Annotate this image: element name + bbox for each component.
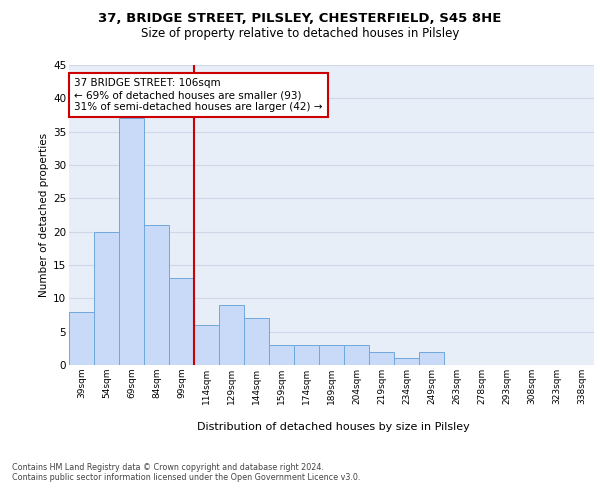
Bar	[269, 345, 294, 365]
Bar	[294, 345, 319, 365]
Bar	[344, 345, 369, 365]
Bar	[69, 312, 94, 365]
Text: Distribution of detached houses by size in Pilsley: Distribution of detached houses by size …	[197, 422, 469, 432]
Text: 37, BRIDGE STREET, PILSLEY, CHESTERFIELD, S45 8HE: 37, BRIDGE STREET, PILSLEY, CHESTERFIELD…	[98, 12, 502, 26]
Bar	[419, 352, 444, 365]
Bar	[169, 278, 194, 365]
Bar	[244, 318, 269, 365]
Text: 37 BRIDGE STREET: 106sqm
← 69% of detached houses are smaller (93)
31% of semi-d: 37 BRIDGE STREET: 106sqm ← 69% of detach…	[74, 78, 323, 112]
Bar	[144, 225, 169, 365]
Bar	[94, 232, 119, 365]
Bar	[194, 325, 219, 365]
Bar	[319, 345, 344, 365]
Bar	[119, 118, 144, 365]
Text: Size of property relative to detached houses in Pilsley: Size of property relative to detached ho…	[141, 28, 459, 40]
Y-axis label: Number of detached properties: Number of detached properties	[39, 133, 49, 297]
Bar	[394, 358, 419, 365]
Bar	[369, 352, 394, 365]
Text: Contains HM Land Registry data © Crown copyright and database right 2024.
Contai: Contains HM Land Registry data © Crown c…	[12, 462, 361, 482]
Bar	[219, 305, 244, 365]
